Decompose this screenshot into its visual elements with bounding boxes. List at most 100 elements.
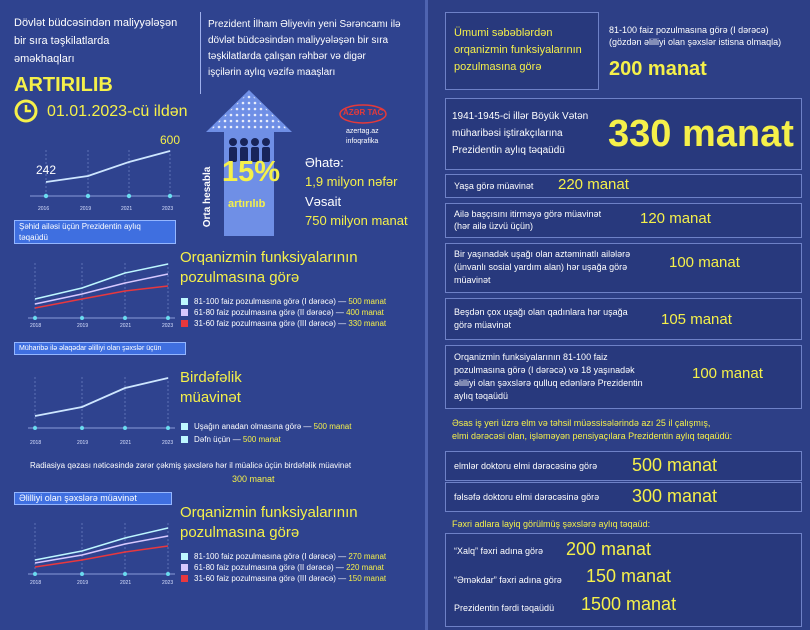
decree-line-2: dövlət büdcəsindən maliyyələşən bir sıra [208, 35, 389, 46]
lump-year-2: 2019 [77, 440, 89, 446]
war-legend: 81-100 faiz pozulmasına görə (I dərəcə) … [181, 296, 421, 329]
arrow-label: artırılıb [228, 198, 266, 210]
right-panel [428, 0, 810, 630]
martyr-year-4: 2023 [162, 206, 174, 212]
radiation-text: Radiasiya qəzası nəticəsində zərər çəkmi… [30, 461, 352, 470]
cyan-swatch [181, 298, 188, 306]
war-ribbon: Müharibə ilə əlaqədar əlilliyi olan şəxs… [14, 342, 186, 355]
decree-text: Prezident İlham Əliyevin yeni Sərəncamı … [208, 17, 423, 81]
five-children-box: Beşdən çox uşağı olan qadınlara hər uşağ… [445, 298, 802, 340]
child-text: Bir yaşınadək uşağı olan aztəminatlı ail… [454, 249, 631, 285]
martyr-ribbon: Şəhid ailəsi üçün Prezidentin aylıq təqa… [14, 220, 176, 244]
care-text: Orqanizmin funksiyalarının 81-100 faiz p… [454, 352, 643, 401]
disability-legend-item: 81-100 faiz pozulmasına görə (I dərəcə) … [181, 551, 421, 562]
coverage-label: Əhatə: [305, 155, 344, 170]
phd-label: fəlsəfə doktoru elmi dərəcəsinə görə [454, 492, 600, 502]
red-swatch [181, 575, 188, 583]
doctor-label: elmlər doktoru elmi dərəcəsinə görə [454, 461, 598, 471]
general-desc: 81-100 faiz pozulmasına görə (I dərəcə) … [609, 25, 782, 47]
martyr-line [45, 150, 171, 183]
header-text: Dövlət büdcəsindən maliyyələşən bir sıra… [14, 14, 199, 68]
doctor-box: elmlər doktoru elmi dərəcəsinə görə 500 … [445, 451, 802, 481]
disability-year-3: 2021 [120, 580, 132, 586]
martyr-year-3: 2021 [121, 206, 133, 212]
war-year-2: 2019 [77, 323, 89, 329]
disability-title: Orqanizmin funksiyalarının pozulmasına g… [180, 503, 358, 543]
header-separator [200, 12, 201, 94]
age-box: Yaşa görə müavinət 220 manat [445, 174, 802, 198]
azertac-logo [338, 103, 388, 124]
war-legend-item: 81-100 faiz pozulmasına görə (I dərəcə) … [181, 296, 421, 307]
lump-legend-item: Dəfn üçün — 500 manat [181, 433, 421, 446]
arrow-percent: 15% [222, 156, 281, 188]
phd-value: 300 manat [632, 486, 718, 506]
fund-label: Vəsait [305, 194, 342, 209]
martyr-end-value: 600 [160, 133, 181, 147]
head-value: 120 manat [640, 210, 711, 227]
war-veteran-box: 1941-1945-ci illər Böyük Vətən müharibəs… [445, 98, 802, 170]
clock-icon [14, 99, 38, 123]
azertac-site: azertag.az [346, 128, 379, 135]
honor-box: “Xalq” fəxri adına görə 200 manat “Əməkd… [445, 533, 802, 627]
war-title: Orqanizmin funksiyalarının pozulmasına g… [180, 248, 358, 288]
disability-year-1: 2018 [30, 580, 42, 586]
lump-year-1: 2018 [30, 440, 42, 446]
effective-date: 01.01.2023-cü ildən [47, 103, 188, 120]
xalq-label: “Xalq” fəxri adına görə [454, 546, 544, 556]
martyr-year-2: 2019 [80, 206, 92, 212]
disability-legend-item: 31-60 faiz pozulmasına görə (III dərəcə)… [181, 573, 421, 584]
cyan-swatch [181, 423, 188, 431]
center-divider [425, 0, 428, 630]
lump-title-line-1: Birdəfəlik [180, 369, 242, 386]
war-year-1: 2018 [30, 323, 42, 329]
general-value: 200 manat [609, 58, 707, 80]
phd-box: fəlsəfə doktoru elmi dərəcəsinə görə 300… [445, 482, 802, 512]
doctor-value: 500 manat [632, 455, 718, 475]
war-title-line-1: Orqanizmin funksiyalarının [180, 249, 358, 266]
child-value: 100 manat [669, 254, 740, 271]
lump-legend: Uşağın anadan olmasına görə — 500 manat … [181, 420, 421, 446]
arrow-side-label: Orta hesabla [202, 166, 213, 228]
radiation-value: 300 manat [232, 474, 275, 484]
disability-ribbon: Əlilliyi olan şəxslərə müavinət [14, 492, 172, 505]
disability-legend-item: 61-80 faiz pozulmasına görə (II dərəcə) … [181, 562, 421, 573]
war-year-3: 2021 [120, 323, 132, 329]
martyr-year-1: 2016 [38, 206, 50, 212]
lump-year-4: 2023 [162, 440, 174, 446]
coverage-value: 1,9 milyon nəfər [305, 174, 398, 189]
ferdi-label: Prezidentin fərdi təqaüdü [454, 603, 555, 613]
lump-year-3: 2021 [120, 440, 132, 446]
war-veteran-text: 1941-1945-ci illər Böyük Vətən müharibəs… [452, 111, 589, 156]
head-text: Ailə başçısını itirməyə görə müavinət (h… [454, 209, 602, 231]
cyan-swatch [181, 553, 188, 561]
martyr-chart [25, 132, 185, 218]
increase-arrow [204, 88, 294, 238]
lump-title: Birdəfəlik müavinət [180, 368, 242, 408]
azertac-sub: infoqrafika [346, 138, 379, 145]
disability-title-line-2: pozulmasına görə [180, 524, 300, 541]
age-label: Yaşa görə müavinət [454, 181, 534, 191]
child-box: Bir yaşınadək uşağı olan aztəminatlı ail… [445, 243, 802, 293]
martyr-start-value: 242 [36, 163, 57, 177]
xalq-value: 200 manat [566, 539, 652, 559]
general-box: Ümumi səbəblərdən orqanizmin funksiyalar… [445, 12, 599, 90]
war-veteran-value: 330 manat [608, 113, 794, 155]
red-swatch [181, 320, 188, 328]
disability-title-line-1: Orqanizmin funksiyalarının [180, 504, 358, 521]
science-header: Əsas iş yeri üzrə elm və təhsil müəssisə… [452, 418, 733, 441]
war-title-line-2: pozulmasına görə [180, 269, 300, 286]
war-legend-item: 61-80 faiz pozulmasına görə (II dərəcə) … [181, 307, 421, 318]
decree-line-3: təşkilatlarda çalışan rəhbər və digər [208, 51, 366, 62]
lump-legend-item: Uşağın anadan olmasına görə — 500 manat [181, 420, 421, 433]
war-disability-chart [25, 258, 180, 333]
honor-header: Fəxri adlara layiq görülmüş şəxslərə ayl… [452, 519, 651, 529]
disability-legend: 81-100 faiz pozulmasına görə (I dərəcə) … [181, 551, 421, 584]
war-year-4: 2023 [162, 323, 174, 329]
emekdar-value: 150 manat [586, 566, 672, 586]
emekdar-label: “Əməkdar” fəxri adına görə [454, 575, 562, 585]
disability-year-4: 2023 [162, 580, 174, 586]
decree-line-4: işçilərin aylıq vəzifə maaşları [208, 67, 336, 78]
lump-sum-chart [25, 372, 180, 442]
fund-value: 750 milyon manat [305, 213, 408, 228]
cyan-swatch [181, 436, 188, 444]
